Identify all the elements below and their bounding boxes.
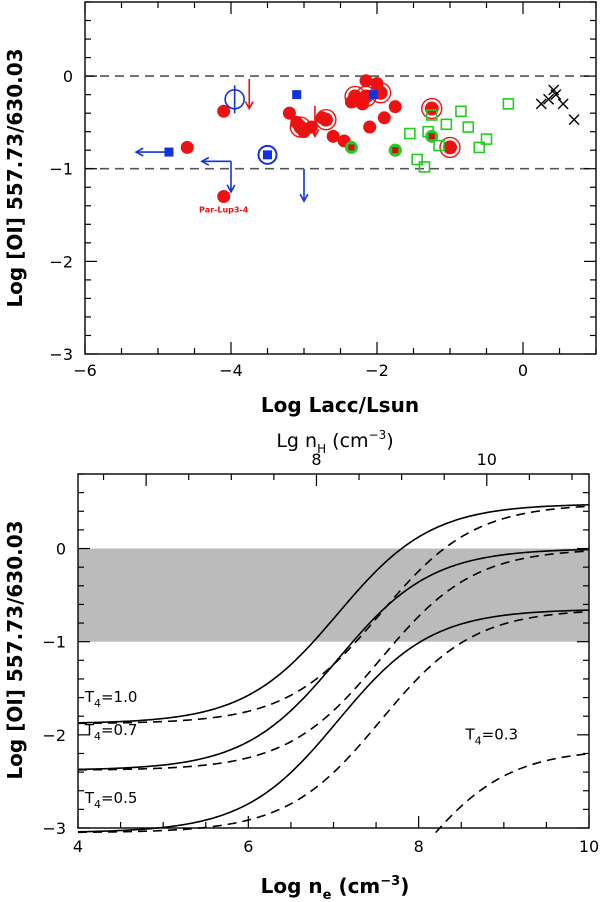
red-ring xyxy=(289,116,312,138)
limit-arrow-head xyxy=(226,184,236,194)
top-axis-ticks: −6 −4 −2 0 −3 −2 −1 0 xyxy=(49,1,597,380)
top-x-axis-title: Log Lacc/Lsun xyxy=(261,393,419,417)
model-curve-dashed xyxy=(77,610,590,834)
curve-label: T4=0.7 xyxy=(84,721,138,743)
bottom-axis-ticks: 4681081012−3−2−10 xyxy=(42,450,599,856)
y-tick-label: −2 xyxy=(42,726,66,745)
red-circle-point xyxy=(388,100,402,114)
red-circle-point xyxy=(180,140,194,154)
green-square-point xyxy=(473,141,486,154)
green-square-point xyxy=(502,98,515,110)
red-ringed-point xyxy=(443,140,457,155)
model-curve-dashed xyxy=(435,752,590,834)
green-square-point xyxy=(480,133,493,145)
green-square-point xyxy=(411,153,423,166)
model-curve-dashed xyxy=(77,550,590,771)
limit-arrow-head xyxy=(244,101,254,111)
x-tick-label: 10 xyxy=(579,837,599,856)
annotation-par-lup3-4: Par-Lup3-4 xyxy=(199,205,249,214)
limit-arrow-head xyxy=(200,156,210,166)
red-ring xyxy=(315,108,337,131)
y-tick-label: 0 xyxy=(63,67,73,86)
top-y-axis-title: Log [OI] 557.73/630.03 xyxy=(3,48,27,307)
bottom-plot-frame xyxy=(77,473,590,829)
curve-label: T4=1.0 xyxy=(84,688,138,710)
blue-square-point xyxy=(368,90,378,100)
y-tick-label: 0 xyxy=(56,540,66,559)
green-square-point xyxy=(433,139,445,152)
curve-label: T4=0.3 xyxy=(465,726,519,748)
red-circle-point xyxy=(326,129,340,143)
blue-square-point xyxy=(292,90,302,100)
top-limit-arrows xyxy=(134,78,320,203)
y-tick-label: −2 xyxy=(49,252,73,271)
red-ringed-point xyxy=(293,120,308,135)
red-circle-point xyxy=(377,111,391,125)
green-square-point xyxy=(462,121,475,133)
green-square-point xyxy=(440,118,453,131)
green-point-center xyxy=(428,133,435,140)
x-tick-label: −4 xyxy=(219,361,243,380)
red-circle-point xyxy=(282,106,296,120)
red-circle-point xyxy=(217,190,231,204)
red-ringed-point xyxy=(424,101,439,116)
red-circle-point xyxy=(359,74,373,88)
limit-arrow-head xyxy=(299,193,309,203)
black-cross-point xyxy=(535,98,547,110)
model-curve-solid xyxy=(77,548,590,771)
red-circle-point xyxy=(217,104,231,118)
green-point-center xyxy=(392,147,399,154)
y-tick-label: −3 xyxy=(49,345,73,364)
x-tick-label: 8 xyxy=(414,837,424,856)
limit-arrow-head xyxy=(134,147,144,157)
bottom-curve-panel: T4=1.0T4=0.7T4=0.5T4=0.3 4681081012−3−2−… xyxy=(3,428,599,902)
top-x-tick-label: 8 xyxy=(311,450,321,469)
black-cross-point xyxy=(548,84,560,96)
top-scatter-panel: −6 −4 −2 0−3−2−10 Par-Lup3-4 Log Lacc/Lsun … xyxy=(3,1,597,417)
y-tick-label: −3 xyxy=(42,819,66,838)
black-cross-point xyxy=(568,114,580,126)
blue-ringed-square-point xyxy=(263,150,272,160)
red-circle-point xyxy=(363,120,377,134)
green-point-center xyxy=(348,144,355,151)
red-circle-point xyxy=(304,120,318,134)
y-tick-label: −1 xyxy=(49,160,73,179)
model-curve-dashed xyxy=(77,505,590,725)
red-ring xyxy=(439,136,461,159)
top-x-tick-label: 10 xyxy=(477,450,497,469)
model-curve-solid xyxy=(77,609,590,833)
blue-square-point xyxy=(164,147,174,157)
top-plot-frame xyxy=(84,1,597,355)
bottom-y-axis-title: Log [OI] 557.73/630.03 xyxy=(3,520,27,779)
black-cross-point xyxy=(557,98,569,110)
green-square-point xyxy=(455,105,467,118)
green-square-point xyxy=(404,127,416,140)
y-tick-label: −1 xyxy=(42,633,66,652)
black-cross-point xyxy=(543,93,555,105)
x-tick-label: 4 xyxy=(73,837,83,856)
blue-ring xyxy=(257,144,278,165)
x-tick-label: 0 xyxy=(518,361,528,380)
top-reference-lines xyxy=(85,75,596,170)
red-ring xyxy=(421,97,443,120)
red-ringed-point xyxy=(348,89,363,104)
top-x-axis-title-nh: Lg nH (cm−3) xyxy=(276,428,393,456)
green-square-point xyxy=(418,161,431,173)
bottom-x-axis-title: Log ne (cm−3) xyxy=(261,874,410,902)
x-tick-label: −6 xyxy=(73,361,97,380)
shaded-band-hatch xyxy=(77,548,589,642)
curve-label: T4=0.5 xyxy=(84,789,138,811)
green-square-point xyxy=(425,109,438,121)
curve-labels: T4=1.0 T4=0.7 T4=0.5 T4=0.3 xyxy=(84,688,518,811)
top-data-markers xyxy=(164,74,580,204)
x-tick-label: −2 xyxy=(365,361,389,380)
red-ringed-point xyxy=(318,112,333,127)
model-curve-solid xyxy=(77,504,590,724)
x-tick-label: 6 xyxy=(243,837,253,856)
